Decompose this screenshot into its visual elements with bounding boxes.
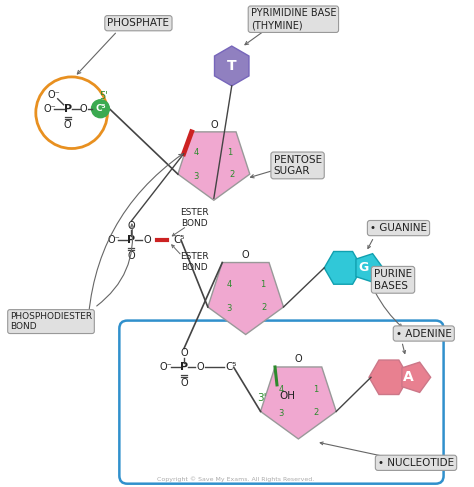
Text: O: O — [180, 348, 188, 358]
Polygon shape — [208, 262, 283, 335]
Polygon shape — [215, 46, 249, 86]
Text: PYRIMIDINE BASE
(THYMINE): PYRIMIDINE BASE (THYMINE) — [251, 8, 336, 30]
Text: 2: 2 — [261, 303, 266, 312]
Text: 2: 2 — [229, 170, 234, 179]
Text: O: O — [294, 355, 302, 364]
Text: O⁻: O⁻ — [107, 235, 120, 245]
Text: O: O — [210, 120, 218, 130]
Text: 4: 4 — [279, 385, 284, 393]
Text: C⁵: C⁵ — [226, 362, 237, 373]
Text: G: G — [358, 262, 368, 274]
Text: O: O — [128, 251, 135, 261]
Text: O: O — [64, 120, 72, 130]
Text: O: O — [128, 221, 135, 231]
Text: O: O — [180, 378, 188, 388]
Text: 1: 1 — [260, 281, 265, 289]
Text: P: P — [180, 362, 188, 373]
Text: 3: 3 — [279, 409, 284, 417]
Polygon shape — [369, 360, 409, 394]
Polygon shape — [261, 367, 336, 439]
Circle shape — [91, 100, 109, 118]
Text: PHOSPHATE: PHOSPHATE — [108, 18, 169, 28]
Text: 1: 1 — [227, 148, 232, 157]
Text: A: A — [403, 370, 414, 384]
Text: 2: 2 — [314, 408, 319, 416]
Text: PENTOSE
SUGAR: PENTOSE SUGAR — [273, 155, 322, 176]
Text: OH: OH — [279, 391, 295, 401]
Text: ESTER
BOND: ESTER BOND — [180, 208, 208, 228]
Text: P: P — [127, 235, 136, 245]
Polygon shape — [178, 132, 250, 200]
Text: 5': 5' — [99, 91, 108, 101]
Text: 4: 4 — [226, 281, 231, 289]
Text: 3: 3 — [193, 172, 199, 181]
Polygon shape — [324, 251, 362, 284]
Text: ESTER
BOND: ESTER BOND — [180, 252, 208, 272]
Polygon shape — [402, 362, 431, 393]
Text: 3: 3 — [226, 304, 231, 313]
Text: 1: 1 — [313, 385, 318, 393]
Text: 4: 4 — [193, 148, 199, 157]
Text: O: O — [242, 250, 249, 260]
Text: • GUANINE: • GUANINE — [370, 223, 427, 233]
Text: O⁻: O⁻ — [160, 362, 173, 373]
Text: O⁻: O⁻ — [43, 104, 56, 114]
Text: • NUCLEOTIDE: • NUCLEOTIDE — [378, 458, 454, 468]
Text: PHOSPHODIESTER
BOND: PHOSPHODIESTER BOND — [10, 312, 92, 331]
Text: O: O — [144, 235, 151, 245]
Text: T: T — [227, 59, 237, 73]
Text: O: O — [80, 104, 87, 114]
Text: C⁵: C⁵ — [95, 104, 106, 113]
Text: O⁻: O⁻ — [47, 90, 60, 100]
Text: P: P — [64, 104, 72, 114]
Polygon shape — [356, 254, 383, 282]
Text: 3': 3' — [257, 393, 267, 403]
Text: O: O — [196, 362, 204, 373]
Text: PURINE
BASES: PURINE BASES — [374, 269, 412, 291]
Text: Copyright © Save My Exams. All Rights Reserved.: Copyright © Save My Exams. All Rights Re… — [157, 476, 314, 482]
Text: • ADENINE: • ADENINE — [396, 329, 452, 338]
Text: C⁵: C⁵ — [173, 235, 184, 245]
